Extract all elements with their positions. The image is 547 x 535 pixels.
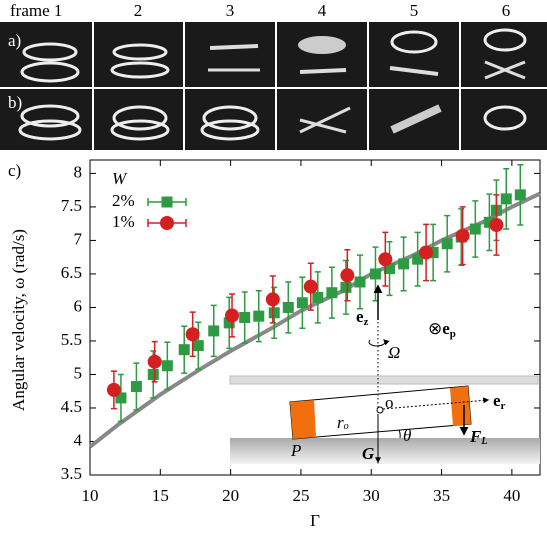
inset-label: ez	[356, 307, 369, 328]
particle-end	[450, 386, 471, 426]
photo-strips: a) b) frame 1 2 3 4 5 6	[0, 1, 547, 150]
angle-arc	[398, 429, 401, 439]
marker	[398, 258, 410, 270]
frame-label: 3	[226, 1, 235, 20]
marker	[208, 325, 220, 337]
panel-label: a)	[8, 31, 21, 50]
marker	[419, 245, 434, 260]
legend-label: 2%	[112, 191, 135, 210]
marker	[514, 189, 526, 201]
marker	[354, 276, 366, 288]
x-tick-label: 40	[503, 486, 520, 505]
frame-label: 4	[318, 1, 327, 20]
y-tick-label: 7	[74, 229, 83, 248]
marker	[340, 281, 352, 293]
legend-label: 1%	[112, 212, 135, 231]
marker	[223, 317, 235, 329]
frame-label: 6	[502, 1, 511, 20]
marker	[455, 228, 470, 243]
y-tick-label: 5.5	[61, 330, 82, 349]
y-tick-label: 8	[74, 162, 83, 181]
frame-separators	[0, 22, 547, 150]
marker	[369, 268, 381, 280]
inset-label: θ	[403, 426, 411, 445]
inset-diagram: ez Ω ⊗ep er ro o FL P G θ	[229, 284, 540, 466]
y-tick-label: 6	[74, 296, 83, 315]
marker	[253, 310, 265, 322]
x-tick-label: 10	[82, 486, 99, 505]
marker	[312, 291, 324, 303]
marker	[340, 268, 355, 283]
marker	[130, 381, 142, 393]
x-tick-label: 25	[292, 486, 309, 505]
marker	[483, 216, 495, 228]
particle-end	[290, 400, 316, 439]
inset-label: ro	[337, 413, 349, 432]
marker	[106, 382, 121, 397]
marker	[303, 279, 318, 294]
marker	[268, 307, 280, 319]
inset-label: P	[290, 441, 301, 460]
marker	[282, 301, 294, 313]
y-tick-label: 3.5	[61, 464, 82, 483]
y-tick-label: 7.5	[61, 196, 82, 215]
x-tick-label: 30	[363, 486, 380, 505]
inset-label: ⊗ep	[428, 319, 456, 340]
inset-label: Ω	[388, 343, 400, 362]
y-tick-label: 4.5	[61, 397, 82, 416]
marker	[326, 287, 338, 299]
panel-label: c)	[8, 161, 21, 180]
marker	[412, 253, 424, 265]
marker	[469, 223, 481, 235]
frame-label: 5	[410, 1, 419, 20]
inset-label: G	[362, 444, 375, 463]
bottom-plate	[230, 438, 540, 464]
marker	[161, 360, 173, 372]
marker	[147, 368, 159, 380]
marker	[115, 392, 127, 404]
y-tick-label: 5	[74, 363, 83, 382]
marker	[378, 252, 393, 267]
frame-label: 2	[134, 1, 143, 20]
marker	[441, 238, 453, 250]
x-tick-label: 15	[152, 486, 169, 505]
photo-background	[0, 22, 547, 150]
rotation-arrow	[368, 339, 390, 347]
photo-shapes	[18, 28, 527, 141]
marker	[185, 327, 200, 342]
marker	[296, 297, 308, 309]
marker	[427, 246, 439, 258]
marker	[160, 216, 174, 230]
plot-frame	[89, 159, 541, 476]
x-axis-label: Γ	[310, 511, 320, 530]
marker	[489, 218, 504, 233]
x-tick-label: 35	[433, 486, 450, 505]
marker	[225, 308, 240, 323]
inset-label: er	[493, 391, 506, 412]
legend-title: W	[112, 169, 128, 188]
marker	[265, 292, 280, 307]
x-tick-label: 20	[222, 486, 239, 505]
y-axis-label: Angular velocity, ω (rad/s)	[9, 229, 28, 411]
inset-label: o	[385, 393, 394, 412]
marker	[239, 312, 251, 323]
top-plate	[229, 375, 539, 385]
marker	[147, 354, 162, 369]
marker	[192, 340, 204, 352]
center	[376, 406, 384, 414]
marker	[384, 263, 396, 275]
inset-label: FL	[469, 427, 487, 447]
panel-label: b)	[8, 93, 22, 112]
marker	[500, 193, 512, 205]
y-tick-label: 4	[74, 430, 83, 449]
y-tick-label: 6.5	[61, 263, 82, 282]
frame-label: frame 1	[10, 1, 62, 20]
marker	[161, 196, 173, 208]
chart: c) Angular velocity, ω (rad/s) Γ 10 15 20 2…	[8, 159, 541, 530]
arrow	[382, 397, 490, 410]
marker	[178, 344, 190, 356]
